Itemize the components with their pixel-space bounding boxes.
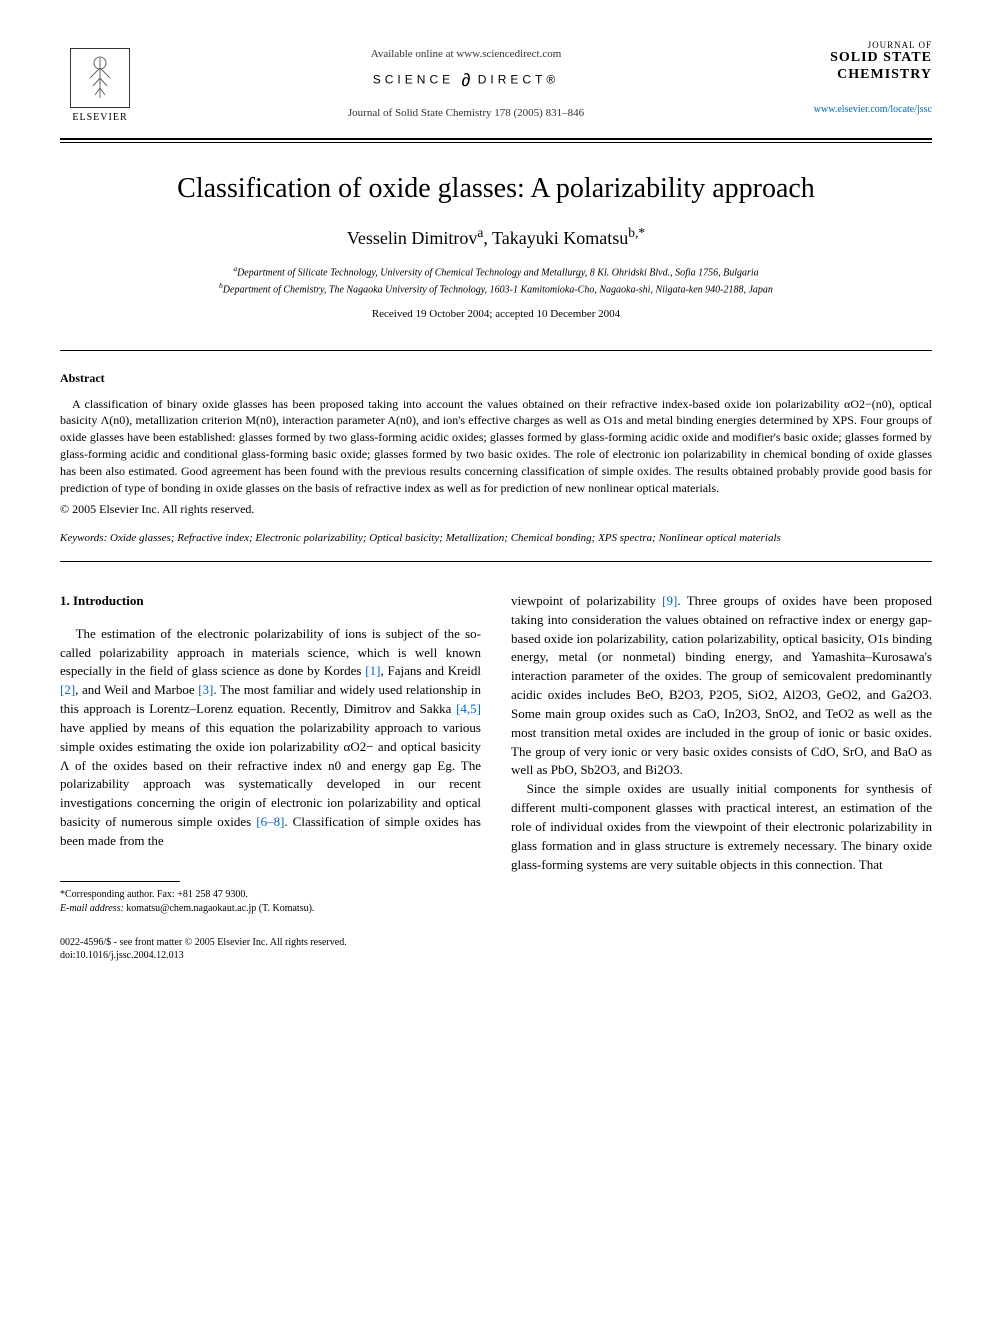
keywords-line: Keywords: Oxide glasses; Refractive inde… [60,531,932,546]
ref-link-3[interactable]: [3] [198,682,213,697]
email-label: E-mail address: [60,903,124,914]
journal-name-line1: SOLID STATE [792,50,932,67]
elsevier-logo: ELSEVIER [60,40,140,130]
journal-logo-block: JOURNAL OF SOLID STATE CHEMISTRY www.els… [792,40,932,115]
corresponding-author-footnote: *Corresponding author. Fax: +81 258 47 9… [60,888,481,902]
author-2-affil-sup: b,* [628,225,645,240]
affiliation-a: aDepartment of Silicate Technology, Univ… [60,263,932,280]
sd-left: SCIENCE [373,73,454,87]
author-sep: , [483,228,492,248]
journal-of-label: JOURNAL OF [792,40,932,50]
ref-link-2[interactable]: [2] [60,682,75,697]
center-header: Available online at www.sciencedirect.co… [140,40,792,119]
journal-name-line2: CHEMISTRY [792,67,932,84]
author-1: Vesselin Dimitrov [347,228,478,248]
intro-col2-text-b: . Three groups of oxides have been propo… [511,593,932,778]
abstract-bottom-rule [60,561,932,562]
page-header: ELSEVIER Available online at www.science… [60,40,932,130]
page-footer: 0022-4596/$ - see front matter © 2005 El… [60,936,932,962]
affiliation-a-text: Department of Silicate Technology, Unive… [237,267,759,278]
footnote-separator [60,881,180,882]
science-direct-logo: SCIENCE ∂ DIRECT® [140,70,792,91]
keywords-text: Oxide glasses; Refractive index; Electro… [107,532,781,544]
affiliations-block: aDepartment of Silicate Technology, Univ… [60,263,932,298]
journal-homepage-link[interactable]: www.elsevier.com/locate/jssc [792,104,932,115]
ref-link-45[interactable]: [4,5] [456,701,481,716]
intro-heading: 1. Introduction [60,592,481,611]
available-online-text: Available online at www.sciencedirect.co… [140,48,792,60]
keywords-label: Keywords: [60,532,107,544]
body-columns: 1. Introduction The estimation of the el… [60,592,932,916]
header-rule-thin [60,142,932,143]
elsevier-tree-icon [70,48,130,108]
author-2: Takayuki Komatsu [492,228,628,248]
intro-para-2: Since the simple oxides are usually init… [511,780,932,874]
intro-text-b: , Fajans and Kreidl [380,663,481,678]
ref-link-68[interactable]: [6–8] [256,814,284,829]
article-dates: Received 19 October 2004; accepted 10 De… [60,308,932,320]
intro-text-e: have applied by means of this equation t… [60,720,481,829]
abstract-heading: Abstract [60,371,932,386]
journal-reference: Journal of Solid State Chemistry 178 (20… [140,107,792,119]
elsevier-text: ELSEVIER [72,112,127,123]
footer-copyright: 0022-4596/$ - see front matter © 2005 El… [60,936,932,949]
column-left: 1. Introduction The estimation of the el… [60,592,481,916]
footer-doi: doi:10.1016/j.jssc.2004.12.013 [60,949,932,962]
intro-text-c: , and Weil and Marboe [75,682,198,697]
affiliation-b: bDepartment of Chemistry, The Nagaoka Un… [60,280,932,297]
header-rule-thick [60,138,932,140]
sd-right: DIRECT® [478,73,560,87]
authors-line: Vesselin Dimitrova, Takayuki Komatsub,* [60,225,932,249]
ref-link-1[interactable]: [1] [365,663,380,678]
intro-col2-text-a: viewpoint of polarizability [511,593,662,608]
column-right: viewpoint of polarizability [9]. Three g… [511,592,932,916]
sd-at-icon: ∂ [461,70,470,90]
affiliation-b-text: Department of Chemistry, The Nagaoka Uni… [223,285,773,296]
abstract-text: A classification of binary oxide glasses… [60,396,932,497]
intro-para-1-cont: viewpoint of polarizability [9]. Three g… [511,592,932,780]
email-footnote: E-mail address: komatsu@chem.nagaokaut.a… [60,902,481,916]
ref-link-9[interactable]: [9] [662,593,677,608]
article-title: Classification of oxide glasses: A polar… [60,173,932,205]
intro-para-1: The estimation of the electronic polariz… [60,625,481,851]
email-address[interactable]: komatsu@chem.nagaokaut.ac.jp (T. Komatsu… [124,903,315,914]
abstract-copyright: © 2005 Elsevier Inc. All rights reserved… [60,502,932,517]
abstract-top-rule [60,350,932,351]
